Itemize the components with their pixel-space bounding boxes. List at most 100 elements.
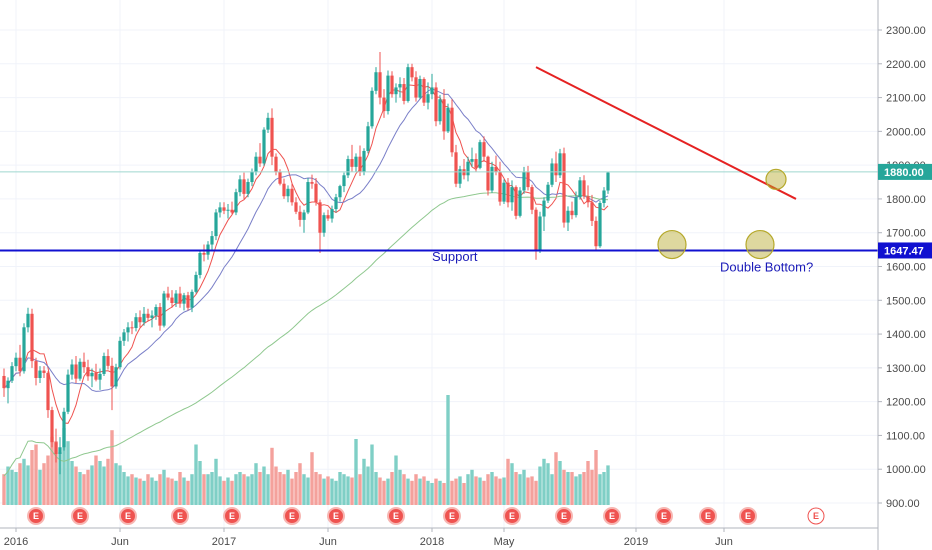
earnings-marker[interactable] xyxy=(603,507,621,525)
resistance-trendline[interactable] xyxy=(535,66,797,200)
candle-body xyxy=(382,97,386,112)
annotation-text[interactable]: Double Bottom? xyxy=(720,260,813,275)
earnings-marker[interactable] xyxy=(71,507,89,525)
volume-bar xyxy=(138,478,142,505)
moving-averages xyxy=(3,83,609,477)
earnings-marker-label: E xyxy=(609,511,615,521)
volume-bar xyxy=(158,474,162,505)
earnings-marker[interactable] xyxy=(555,507,573,525)
price-tick-label: 1300.00 xyxy=(886,363,926,375)
earnings-marker[interactable] xyxy=(171,507,189,525)
candle-body xyxy=(330,209,334,219)
volume-bar xyxy=(38,469,42,505)
candle-body xyxy=(10,366,14,381)
candle-body xyxy=(582,180,586,197)
price-axis-background xyxy=(878,0,932,550)
candle-body xyxy=(170,297,174,303)
earnings-marker-label: E xyxy=(229,511,235,521)
candle-body xyxy=(370,90,374,127)
price-tick-label: 1400.00 xyxy=(886,329,926,341)
candle-body xyxy=(162,293,166,326)
volume-bar xyxy=(18,463,22,505)
volume-bar xyxy=(134,477,138,505)
candle-body xyxy=(506,182,510,203)
highlight-circle[interactable] xyxy=(657,229,687,260)
candle-body xyxy=(234,192,238,213)
earnings-marker[interactable] xyxy=(327,507,345,525)
volume-bar xyxy=(170,478,174,505)
earnings-marker[interactable] xyxy=(443,507,461,525)
volume-bar xyxy=(182,477,186,505)
candle-body xyxy=(450,107,454,153)
volume-bar xyxy=(294,472,298,505)
earnings-marker[interactable] xyxy=(27,507,45,525)
earnings-marker[interactable] xyxy=(739,507,757,525)
highlight-circle[interactable] xyxy=(765,168,787,190)
earnings-marker[interactable] xyxy=(387,507,405,525)
earnings-marker[interactable] xyxy=(283,507,301,525)
candle-body xyxy=(34,361,38,378)
candle-body xyxy=(466,161,470,176)
candle-body xyxy=(346,159,350,176)
candle-body xyxy=(366,126,370,151)
candle-body xyxy=(82,361,86,368)
candle-body xyxy=(146,313,150,318)
earnings-marker[interactable] xyxy=(503,507,521,525)
time-tick-label: 2018 xyxy=(420,536,444,548)
volume-bar xyxy=(318,474,322,505)
candle-body xyxy=(38,370,42,378)
drawings[interactable]: Support Double Bottom? xyxy=(0,66,878,275)
volume-bar xyxy=(526,477,530,505)
volume-bar xyxy=(94,455,98,505)
earnings-marker[interactable] xyxy=(223,507,241,525)
candle-body xyxy=(106,356,110,366)
time-axis[interactable]: 2016 Jun 2017 Jun 2018 May 2019 Jun xyxy=(0,527,878,548)
price-tick-label: 2200.00 xyxy=(886,59,926,71)
candle-body xyxy=(494,166,498,172)
candle-body xyxy=(398,84,402,88)
candle-body xyxy=(78,361,82,379)
volume-bar xyxy=(130,474,134,505)
candle-body xyxy=(230,209,234,213)
candle-body xyxy=(214,212,218,237)
earnings-marker-upcoming[interactable] xyxy=(807,507,825,525)
candle-body xyxy=(142,313,146,323)
volume-bar xyxy=(470,469,474,505)
volume-bar xyxy=(490,472,494,505)
candle-body xyxy=(130,327,134,329)
time-tick-label: Jun xyxy=(111,536,129,548)
volume-bar xyxy=(530,476,534,505)
volume-bar xyxy=(286,469,290,505)
earnings-marker[interactable] xyxy=(655,507,673,525)
highlight-circle[interactable] xyxy=(745,229,775,260)
candle-body xyxy=(262,129,266,164)
support-price-tag-label: 1647.47 xyxy=(884,245,924,257)
earnings-marker[interactable] xyxy=(119,507,137,525)
candle-body xyxy=(90,372,94,377)
candle-body xyxy=(374,72,378,91)
candle-body xyxy=(446,107,450,132)
price-tick-label: 1200.00 xyxy=(886,397,926,409)
candle-body xyxy=(250,171,254,183)
candle-body xyxy=(570,210,574,216)
price-tick-label: 1100.00 xyxy=(886,430,925,442)
annotation-text[interactable]: Support xyxy=(432,249,478,264)
candle-body xyxy=(426,94,430,103)
price-tick-label: 1500.00 xyxy=(886,295,926,307)
candle-body xyxy=(278,171,282,184)
volume-bar xyxy=(254,463,258,505)
volume-bar xyxy=(466,474,470,505)
earnings-marker[interactable] xyxy=(699,507,717,525)
volume-bar xyxy=(6,466,10,505)
volume-bar xyxy=(462,483,466,505)
volume-bar xyxy=(442,483,446,505)
volume-bar xyxy=(474,476,478,505)
volume-bar xyxy=(70,461,74,505)
volume-bar xyxy=(458,476,462,505)
volume-bar xyxy=(394,455,398,505)
price-axis[interactable]: 900.00 1000.00 1100.00 1200.00 1300.00 1400.0… xyxy=(877,0,932,550)
volume-bar xyxy=(194,444,198,505)
candle-body xyxy=(350,159,354,167)
